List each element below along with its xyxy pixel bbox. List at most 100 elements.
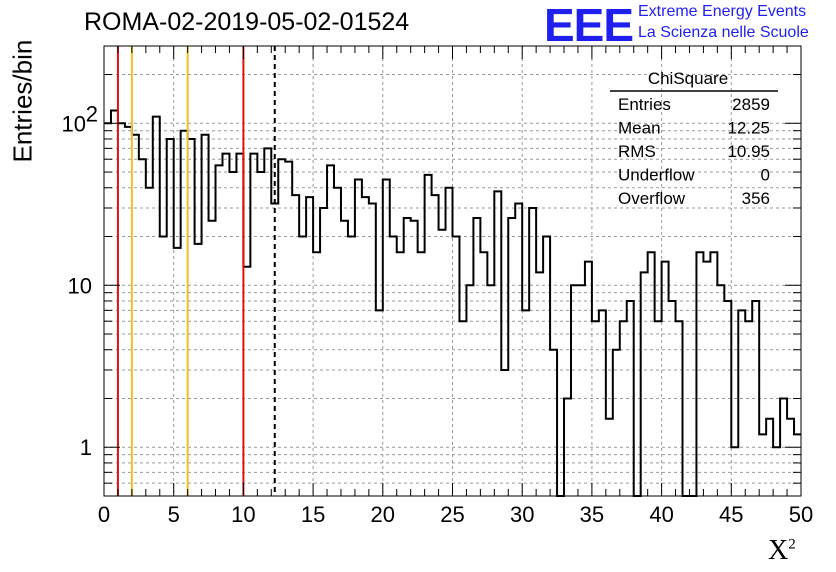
histogram-bin [202,135,209,496]
histogram-bin [327,165,334,496]
x-tick-label: 20 [371,502,395,527]
stats-row-value: 0 [761,166,770,185]
histogram-bin [571,285,578,496]
histogram-bin [334,188,341,496]
histogram-bin [216,165,223,496]
histogram-bin [104,123,111,496]
histogram-bin [550,350,557,496]
histogram-bin [453,237,460,496]
stats-row-value: 2859 [732,95,770,114]
histogram-bin [745,321,752,496]
histogram-bin [376,310,383,496]
histogram-bin [369,203,376,496]
histogram-bin [299,237,306,496]
x-tick-label: 0 [98,502,110,527]
histogram-bin [390,237,397,496]
histogram-bin [585,262,592,496]
histogram-bin [320,208,327,496]
histogram-bin [480,252,487,496]
y-tick-label: 10 [68,273,92,298]
histogram-bin [362,197,369,496]
histogram-bin [195,244,202,496]
histogram-bin [731,447,738,496]
histogram-bin [257,172,264,496]
histogram-bin [292,195,299,496]
histogram-bin [752,301,759,496]
histogram-bin [146,188,153,496]
histogram-bin [236,154,243,496]
histogram-bin [620,321,627,496]
histogram-bin [459,321,466,496]
histogram-bin [404,218,411,496]
histogram-bin [348,237,355,496]
page-title: ROMA-02-2019-05-02-01524 [84,8,410,36]
x-tick-label: 50 [789,502,813,527]
y-tick-label: 10 [62,111,86,136]
histogram-bin [167,139,174,496]
histogram-bin [132,135,139,496]
histogram-bin [250,154,257,496]
histogram-bin [278,159,285,496]
histogram-bin [501,370,508,496]
histogram-bin [794,434,801,496]
histogram-bin [243,267,250,496]
histogram-bin [648,252,655,496]
histogram-bin [592,321,599,496]
histogram-bin [543,237,550,496]
histogram-bin [536,272,543,496]
x-axis-label: X2 [768,535,796,567]
stats-row-label: Overflow [618,189,686,208]
histogram-bin [766,419,773,496]
histogram-bin [111,110,118,496]
histogram-bin [466,285,473,496]
histogram-bin [264,148,271,496]
x-tick-label: 40 [649,502,673,527]
x-tick-label: 10 [231,502,255,527]
histogram-bin [222,154,229,496]
histogram-bin [717,285,724,496]
histogram-bin [487,285,494,496]
histogram-bin [508,218,515,496]
histogram-bin [529,208,536,496]
histogram-bin [627,301,634,496]
histogram-outline [104,109,801,497]
histogram-bin [703,262,710,496]
stats-row-label: Entries [618,95,671,114]
histogram-bin [446,188,453,496]
histogram-bin [306,197,313,496]
histogram-bin [641,272,648,496]
histogram-bin [662,262,669,496]
histogram-bin [355,179,362,496]
histogram-bin [209,221,216,496]
stats-row-label: Mean [618,119,661,138]
x-axis-label-symbol: X [768,535,789,566]
histogram-bin [613,350,620,496]
histogram-bin [578,285,585,496]
histogram-bin [153,117,160,496]
x-tick-label: 30 [510,502,534,527]
histogram-bin [473,218,480,496]
x-tick-label: 45 [719,502,743,527]
y-tick-label: 1 [80,435,92,460]
histogram-bin [494,191,501,496]
histogram-bin [139,159,146,496]
histogram-bin [397,252,404,496]
stats-row-value: 10.95 [727,142,770,161]
histogram-bin [606,419,613,496]
histogram-bin [411,221,418,496]
x-tick-label: 35 [580,502,604,527]
histogram-bin [738,310,745,496]
histogram-bin [439,230,446,496]
eee-logo-line2: La Scienza nelle Scuole [638,24,809,41]
x-tick-label: 5 [168,502,180,527]
histogram-bin [383,179,390,496]
histogram-bin [181,131,188,496]
x-tick-label: 25 [440,502,464,527]
histogram-bin [599,310,606,496]
stats-row-value: 356 [742,189,770,208]
histogram-bin [229,172,236,496]
histogram-bin [522,310,529,496]
stats-box-title: ChiSquare [648,69,728,88]
histogram-bin [125,127,132,496]
